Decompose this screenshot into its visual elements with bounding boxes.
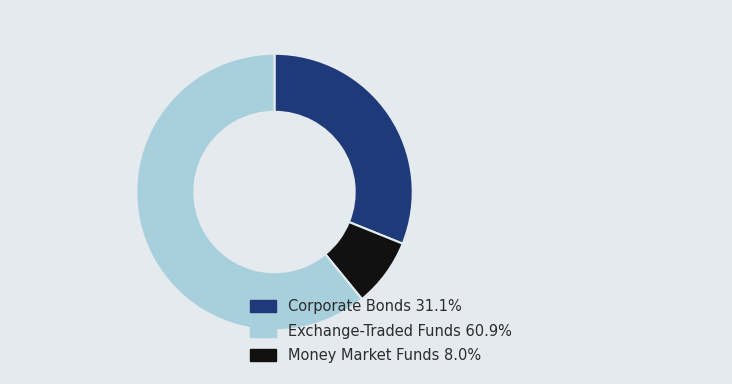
- Wedge shape: [325, 222, 403, 299]
- Wedge shape: [274, 54, 413, 244]
- Legend: Corporate Bonds 31.1%, Exchange-Traded Funds 60.9%, Money Market Funds 8.0%: Corporate Bonds 31.1%, Exchange-Traded F…: [244, 293, 518, 369]
- Wedge shape: [136, 54, 362, 330]
